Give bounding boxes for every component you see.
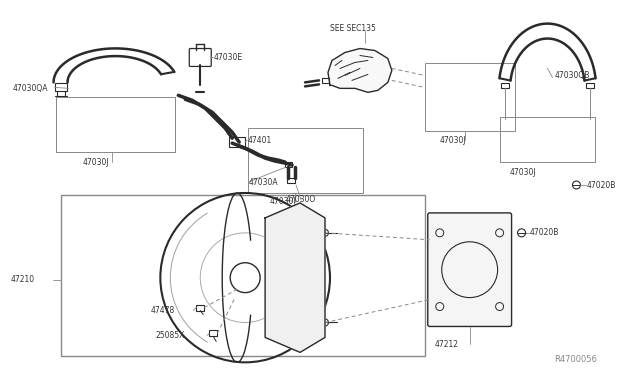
Text: 47478: 47478 <box>150 306 175 315</box>
Text: SEE SEC135: SEE SEC135 <box>330 24 376 33</box>
Text: 47212: 47212 <box>435 340 459 349</box>
Bar <box>500 117 595 162</box>
Text: 47030J: 47030J <box>83 158 109 167</box>
Text: 47030QB: 47030QB <box>554 71 590 80</box>
FancyBboxPatch shape <box>428 213 511 327</box>
Bar <box>209 330 217 336</box>
Polygon shape <box>265 203 325 352</box>
Text: 47030J: 47030J <box>270 198 297 206</box>
Bar <box>425 64 515 131</box>
Text: 47401: 47401 <box>247 136 271 145</box>
Bar <box>196 305 204 311</box>
Bar <box>285 161 292 167</box>
Bar <box>323 78 330 83</box>
Text: 25085X: 25085X <box>156 331 185 340</box>
Bar <box>501 83 509 88</box>
Bar <box>229 137 245 147</box>
Text: 47020B: 47020B <box>586 180 616 189</box>
Bar <box>248 128 363 193</box>
Text: 47030J: 47030J <box>510 167 536 177</box>
Text: 47030E: 47030E <box>213 53 243 62</box>
Text: 47030A: 47030A <box>248 177 278 186</box>
Bar <box>61 195 425 356</box>
Bar <box>56 97 175 152</box>
FancyBboxPatch shape <box>189 48 211 67</box>
Text: 47020B: 47020B <box>529 228 559 237</box>
Text: 47210: 47210 <box>11 275 35 284</box>
Polygon shape <box>328 48 392 92</box>
Text: 47030O: 47030O <box>286 195 316 205</box>
Text: 47030J: 47030J <box>440 136 467 145</box>
Bar <box>586 83 594 88</box>
Text: 47030QA: 47030QA <box>13 84 48 93</box>
Text: R4700056: R4700056 <box>554 355 597 364</box>
Bar <box>54 83 67 92</box>
Bar <box>287 177 295 183</box>
